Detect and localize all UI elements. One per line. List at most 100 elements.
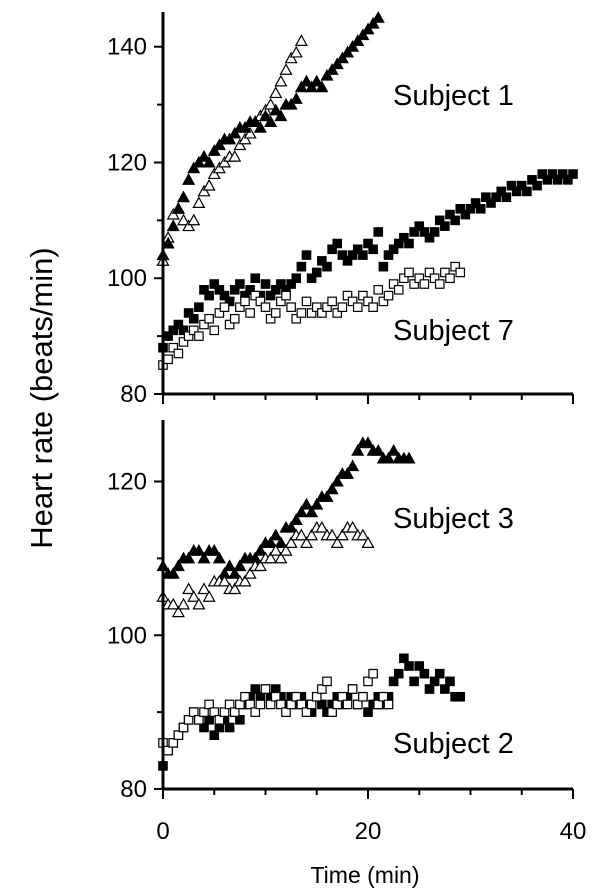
bottom-y-tick-label-120: 120: [107, 469, 147, 496]
data-point: [402, 451, 416, 464]
data-point: [291, 273, 302, 284]
data-point: [235, 279, 245, 289]
data-point: [291, 313, 302, 324]
data-point: [547, 169, 558, 179]
data-point: [322, 261, 332, 272]
data-point: [311, 267, 322, 278]
data-point: [207, 167, 221, 180]
data-point: [163, 354, 173, 365]
data-point: [212, 551, 226, 564]
data-point: [332, 308, 343, 318]
data-point: [346, 459, 360, 472]
data-point: [182, 582, 196, 595]
top-series-2: [158, 169, 578, 353]
data-point: [264, 115, 278, 127]
data-point: [281, 707, 291, 717]
data-point: [342, 699, 353, 710]
data-point: [178, 722, 189, 733]
data-point: [383, 250, 394, 260]
data-point: [199, 285, 209, 295]
data-point: [168, 738, 179, 748]
data-point: [537, 169, 548, 179]
data-point: [358, 691, 368, 702]
bottom-series-0: [156, 436, 416, 579]
data-point: [199, 722, 209, 733]
data-point: [419, 227, 430, 237]
data-point: [183, 331, 194, 341]
data-point: [289, 92, 303, 104]
data-point: [199, 707, 209, 717]
data-point: [229, 285, 240, 295]
data-point: [229, 707, 240, 717]
data-point: [243, 126, 257, 139]
data-point: [429, 676, 440, 687]
data-point: [306, 699, 317, 710]
data-point: [209, 707, 220, 717]
data-point: [414, 661, 425, 671]
data-point: [187, 161, 201, 174]
data-point: [166, 207, 180, 220]
data-point: [235, 699, 245, 710]
data-point: [258, 109, 273, 122]
data-point: [255, 296, 266, 307]
data-point: [352, 244, 363, 255]
data-point: [269, 543, 283, 556]
top-y-ticks: 80 100 120 140: [107, 34, 163, 408]
data-point: [320, 490, 334, 502]
data-point: [188, 707, 199, 717]
data-point: [299, 536, 314, 549]
data-point: [223, 132, 237, 145]
data-point: [229, 313, 240, 324]
top-panel-marks: [156, 11, 578, 370]
data-point: [265, 290, 276, 301]
data-point: [197, 582, 211, 595]
data-point: [279, 543, 293, 556]
data-point: [166, 219, 180, 232]
bottom-panel: 80 100 120 0 20 40 Subject 3 Subject 2: [107, 420, 586, 845]
data-point: [317, 684, 327, 694]
data-point: [197, 184, 211, 197]
bottom-series-3: [158, 668, 394, 756]
data-point: [351, 34, 365, 46]
data-point: [404, 661, 414, 671]
data-point: [429, 273, 440, 284]
data-point: [325, 482, 339, 495]
data-point: [455, 691, 466, 702]
data-point: [274, 536, 288, 549]
data-point: [347, 296, 358, 307]
data-point: [356, 528, 370, 541]
data-point: [552, 175, 563, 185]
data-point: [209, 325, 220, 336]
data-point: [424, 267, 435, 278]
data-point: [445, 209, 455, 220]
data-point: [171, 559, 185, 572]
data-point: [363, 676, 373, 687]
data-point: [202, 178, 216, 191]
data-point: [182, 173, 196, 185]
data-point: [194, 302, 204, 312]
data-point: [363, 707, 373, 717]
data-point: [223, 559, 237, 572]
data-point: [388, 676, 399, 687]
data-point: [173, 348, 184, 359]
data-point: [250, 684, 261, 694]
data-point: [568, 169, 578, 179]
data-point: [363, 296, 373, 307]
data-point: [342, 256, 353, 266]
data-point: [409, 676, 419, 687]
data-point: [166, 567, 180, 579]
data-point: [289, 45, 303, 58]
data-point: [284, 97, 298, 110]
data-point: [192, 597, 206, 610]
data-point: [224, 296, 235, 307]
data-point: [269, 86, 283, 99]
data-point: [199, 319, 209, 330]
x-tick-label-20: 20: [355, 818, 382, 845]
data-point: [253, 559, 267, 572]
x-tick-label-0: 0: [156, 818, 169, 845]
x-axis-label: Time (min): [310, 862, 419, 888]
data-point: [557, 169, 568, 179]
data-point: [168, 325, 179, 336]
data-point: [214, 308, 225, 318]
data-point: [176, 213, 191, 226]
